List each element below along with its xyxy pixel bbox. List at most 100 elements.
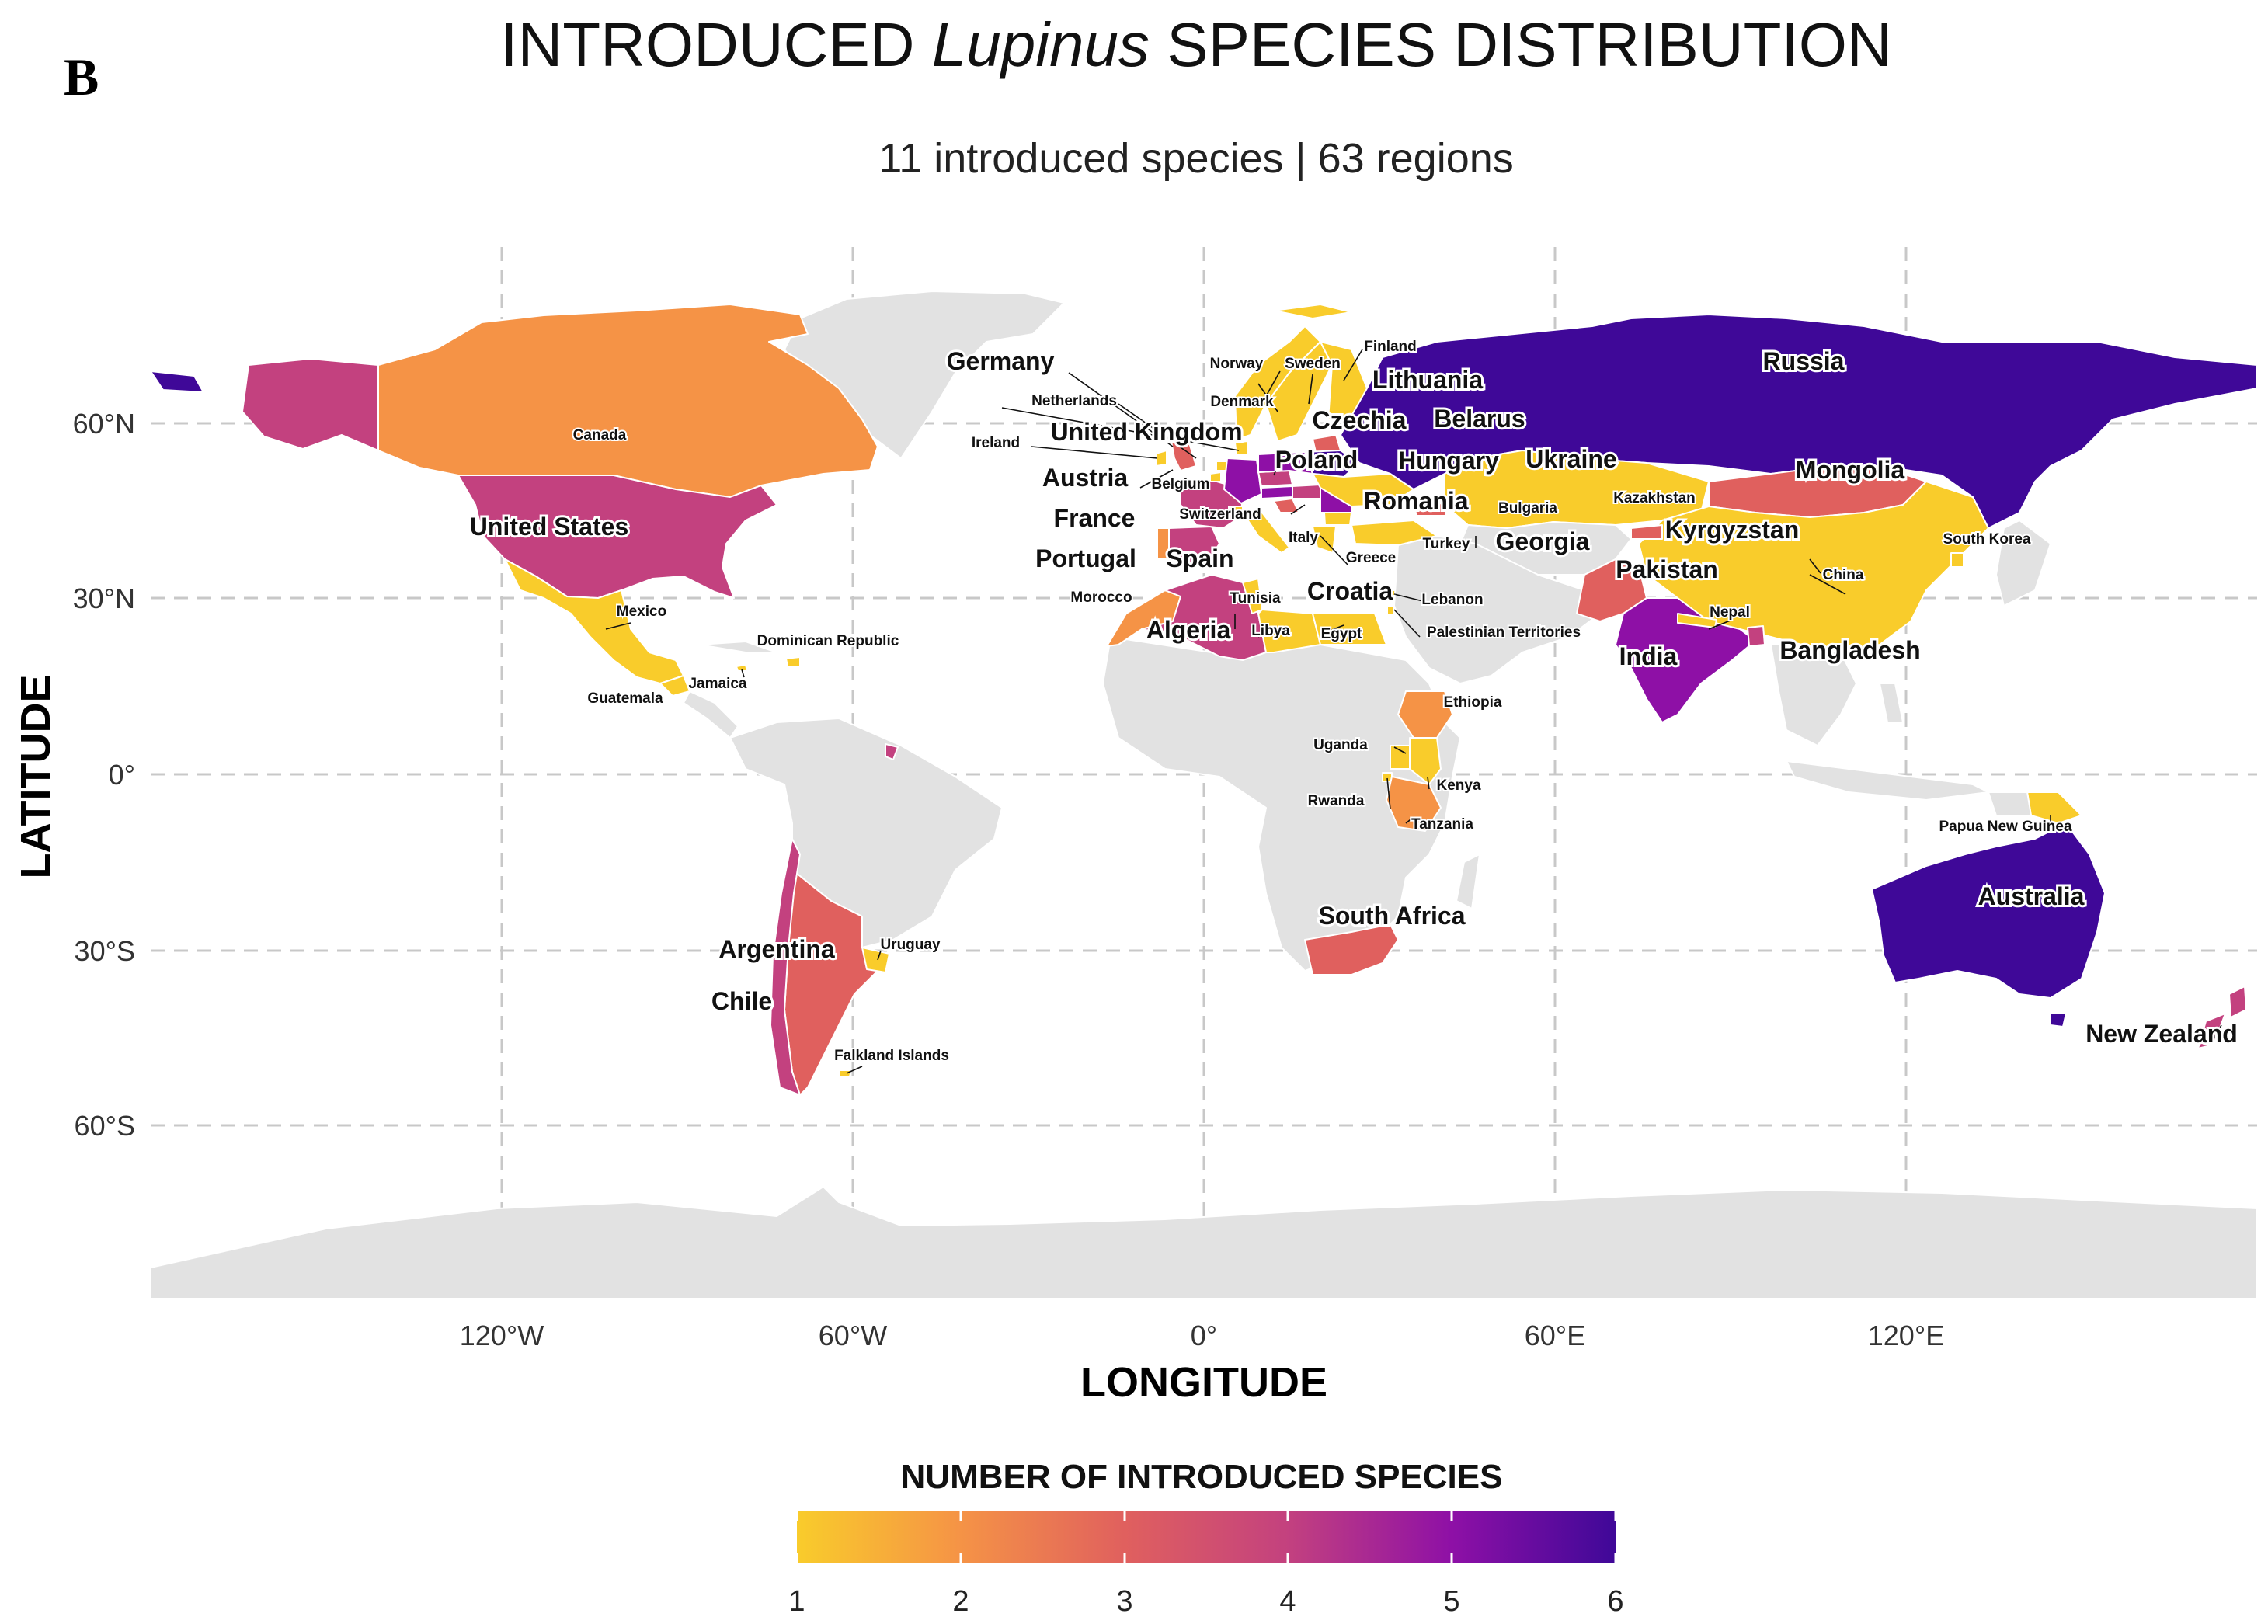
region-label-czechia: Czechia [1313,406,1407,434]
region-label-poland: Poland [1275,446,1358,474]
region-label-kenya: Kenya [1436,777,1480,794]
x-tick-60e: 60°E [1525,1320,1585,1351]
region-south-america [729,718,1003,948]
region-switzerland [1228,506,1244,515]
region-south-korea [1950,552,1964,568]
region-label-kazakhstan: Kazakhstan [1613,490,1696,506]
region-label-libya: Libya [1251,623,1290,639]
region-madagascar [1456,854,1480,909]
region-algeria [1141,574,1267,661]
region-label-india: India [1619,642,1678,670]
region-india [1615,597,1756,723]
region-label-norway: Norway [1210,356,1264,372]
legend-tick-2: 2 [952,1585,969,1618]
region-label-georgia: Georgia [1496,527,1590,555]
region-antarctica [150,1186,2258,1299]
region-united-kingdom [1171,434,1197,471]
region-new-zealand-south [2197,1013,2226,1049]
y-axis-label: LATITUDE [12,675,59,879]
region-label-tanzania: Tanzania [1411,816,1473,833]
region-label-ireland: Ireland [972,435,1020,451]
region-label-tunisia: Tunisia [1230,590,1281,607]
region-label-algeria: Algeria [1146,616,1231,644]
region-label-chile: Chile [711,987,772,1015]
land [150,290,2258,1299]
region-label-austria: Austria [1042,464,1128,492]
region-label-croatia: Croatia [1307,577,1393,605]
region-label-united-states: United States [470,513,628,541]
region-label-australia: Australia [1978,882,2085,910]
region-bulgaria [1324,512,1352,526]
x-tick-120w: 120°W [460,1320,544,1351]
region-label-south-korea: South Korea [1943,531,2031,548]
region-label-finland: Finland [1364,339,1417,355]
x-axis-ticks: 120°W 60°W 0° 60°E 120°E [460,1320,1944,1351]
region-arctic-islands [1273,304,1352,319]
region-georgia [1413,503,1447,516]
region-label-germany: Germany [947,347,1055,375]
y-axis-ticks: 60°N 30°N 0° 30°S 60°S [73,408,135,1142]
region-denmark [1234,440,1248,456]
region-ireland [1155,450,1167,467]
region-label-mexico: Mexico [617,603,666,620]
region-label-denmark: Denmark [1210,394,1274,410]
region-label-sweden: Sweden [1285,356,1341,372]
region-label-bulgaria: Bulgaria [1498,500,1557,516]
region-belgium [1209,471,1222,482]
title-suffix: SPECIES DISTRIBUTION [1150,10,1892,79]
region-new-guinea-west [1988,791,2032,816]
region-label-nepal: Nepal [1710,604,1750,621]
region-label-dominican-republic: Dominican Republic [757,633,899,649]
region-south-africa [1304,923,1399,975]
legend-tick-3: 3 [1116,1585,1132,1618]
region-kenya [1409,737,1442,785]
region-cuba [698,641,777,653]
title-prefix: INTRODUCED [500,10,932,79]
region-label-bangladesh: Bangladesh [1779,636,1920,664]
legend-tick-4: 4 [1279,1585,1296,1618]
region-africa [1102,636,1461,972]
chart-subtitle: 11 introduced species | 63 regions [878,135,1514,182]
region-kyrgyzstan [1630,524,1663,540]
region-central-america [683,690,739,739]
region-falkland-islands [838,1069,852,1077]
region-label-lebanon: Lebanon [1421,592,1483,608]
legend-tick-1: 1 [788,1585,805,1618]
region-label-turkey: Turkey [1423,536,1470,552]
region-label-romania: Romania [1363,487,1468,515]
region-label-pakistan: Pakistan [1616,555,1718,583]
legend: NUMBER OF INTRODUCED SPECIES 1 2 3 4 5 6 [788,1458,1623,1618]
region-italy [1242,512,1290,554]
region-label-switzerland: Switzerland [1179,506,1261,523]
legend-title: NUMBER OF INTRODUCED SPECIES [901,1458,1503,1496]
region-label-argentina: Argentina [718,935,835,963]
region-label-belarus: Belarus [1434,405,1525,433]
x-tick-0: 0° [1191,1320,1217,1351]
region-label-greece: Greece [1346,550,1396,566]
region-egypt [1312,613,1387,645]
region-new-zealand [2228,986,2247,1018]
region-croatia [1273,498,1299,513]
region-jamaica [736,664,748,672]
y-tick-60s: 60°S [75,1110,135,1142]
region-label-falkland-islands: Falkland Islands [834,1048,949,1064]
region-label-belgium: Belgium [1152,476,1210,492]
legend-tick-6: 6 [1607,1585,1623,1618]
chart-title: INTRODUCED Lupinus SPECIES DISTRIBUTION [500,10,1891,79]
region-label-lithuania: Lithuania [1372,366,1483,394]
region-label-china: China [1823,567,1864,583]
region-label-new-zealand: New Zealand [2085,1020,2238,1048]
region-label-kyrgyzstan: Kyrgyzstan [1665,516,1800,544]
region-label-morocco: Morocco [1070,589,1132,606]
region-japan [1995,520,2051,607]
region-label-papua-new-guinea: Papua New Guinea [1939,819,2071,835]
region-label-russia: Russia [1763,347,1845,375]
region-poland [1257,451,1313,475]
y-tick-30s: 30°S [75,935,135,967]
region-label-united-kingdom: United Kingdom [1050,418,1242,446]
region-australia [1871,822,2106,999]
region-uganda [1390,745,1411,770]
region-label-portugal: Portugal [1035,544,1136,572]
region-germany [1223,457,1262,504]
legend-colorbar [797,1511,1616,1563]
